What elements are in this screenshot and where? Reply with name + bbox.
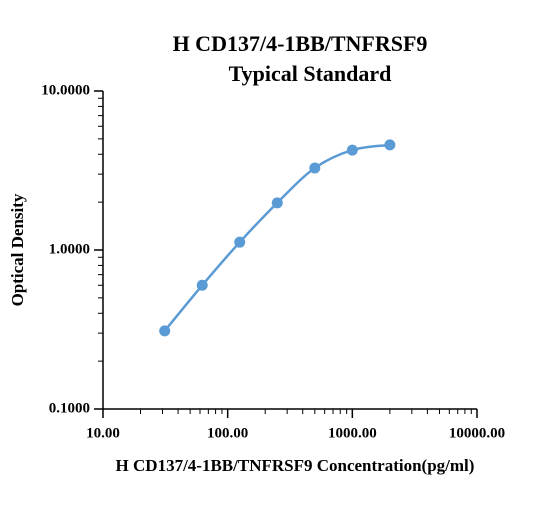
- x-tick-label: 10000.00: [449, 425, 505, 441]
- y-tick-label: 1.0000: [49, 241, 90, 257]
- chart-title: H CD137/4-1BB/TNFRSF9: [173, 31, 428, 56]
- data-point: [234, 236, 246, 248]
- x-axis-label: H CD137/4-1BB/TNFRSF9 Concentration(pg/m…: [116, 456, 475, 475]
- data-point: [196, 279, 208, 291]
- y-tick-label: 10.0000: [41, 82, 90, 98]
- x-tick-label: 1000.00: [328, 425, 377, 441]
- chart-subtitle: Typical Standard: [229, 61, 392, 86]
- y-tick-label: 0.1000: [49, 400, 90, 416]
- x-tick-label: 100.00: [207, 425, 248, 441]
- data-point: [384, 139, 396, 151]
- data-point: [346, 144, 358, 156]
- data-point: [159, 325, 171, 337]
- data-point: [309, 162, 321, 174]
- x-tick-label: 10.00: [86, 425, 120, 441]
- y-axis-label: Optical Density: [8, 193, 27, 306]
- fit-curve: [163, 143, 391, 332]
- data-point: [271, 197, 283, 209]
